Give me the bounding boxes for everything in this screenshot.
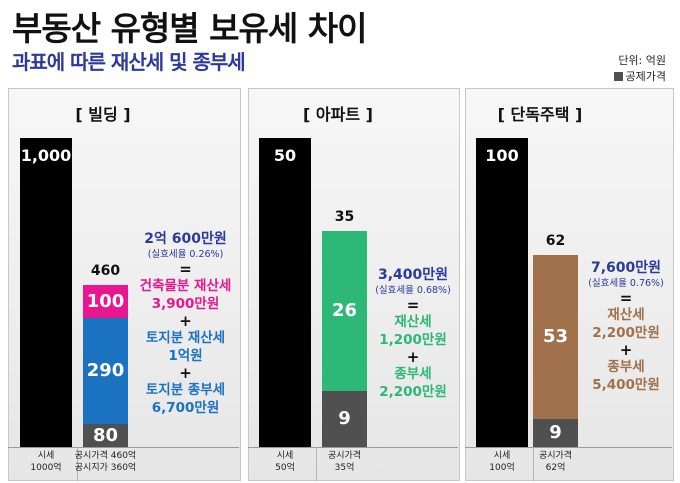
tax-annotation: 7,600만원 (실효세율 0.76%) = 재산세 2,200만원 + 종부세 5,400만…	[578, 259, 674, 394]
annotation-operator: =	[406, 296, 420, 314]
annotation-line: 5,400만원	[592, 377, 660, 393]
annotation-total: 3,400만원	[377, 267, 449, 283]
bar-market-value	[20, 138, 72, 447]
stack-segment: 26	[322, 230, 367, 392]
annotation-line: 건축물분 재산세	[139, 278, 232, 294]
annotation-line: 2,200만원	[379, 384, 447, 400]
x-tick-label: 시세 1000억	[16, 450, 76, 474]
segment-value-label: 53	[542, 326, 569, 348]
x-tick-label-line: 시세	[493, 451, 511, 461]
stack-segment: 9	[322, 391, 367, 447]
bar-market-value	[259, 138, 311, 447]
x-axis-line	[8, 447, 239, 448]
annotation-line: 재산세	[394, 314, 432, 330]
annotation-total: 2억 600만원	[144, 231, 227, 247]
bar-market-value	[476, 138, 528, 447]
chart-subtitle: 과표에 따른 재산세 및 종부세	[12, 50, 246, 74]
stack-segment: 100	[83, 285, 128, 318]
panel-title: [ 단독주택 ]	[497, 105, 583, 124]
bar-value-label: 1,000	[20, 146, 72, 165]
annotation-operator: +	[179, 312, 192, 330]
segment-value-label: 9	[549, 422, 562, 444]
x-tick-label-line: 50억	[275, 463, 295, 473]
unit-label: 단위: 억원	[618, 54, 666, 67]
annotation-operator: +	[179, 364, 192, 382]
annotation-rate: (실효세율 0.26%)	[147, 249, 224, 260]
annotation-operator: =	[179, 260, 192, 278]
annotation-line: 3,900만원	[151, 296, 220, 312]
segment-value-label: 80	[92, 424, 119, 446]
stack-total-label: 62	[545, 233, 566, 250]
tax-annotation: 2억 600만원 (실효세율 0.26%) = 건축물분 재산세 3,900만원 + 토지분…	[133, 230, 238, 417]
x-axis-tick	[316, 447, 317, 481]
x-tick-label-line: 35억	[334, 463, 355, 473]
x-tick-label-line: 시세	[37, 451, 55, 461]
annotation-line: 토지분 재산세	[145, 330, 226, 346]
panel-title: [ 빌딩 ]	[75, 105, 131, 124]
segment-value-label: 290	[86, 360, 125, 381]
legend-swatch	[613, 72, 623, 81]
x-tick-label-line: 공시지가 360억	[74, 463, 137, 473]
x-tick-label: 공시가격 62억	[511, 450, 601, 474]
chart-title: 부동산 유형별 보유세 차이	[12, 9, 367, 48]
annotation-line: 2,200만원	[592, 325, 660, 341]
stack-total-label: 35	[334, 208, 355, 225]
stack-segment: 53	[533, 255, 578, 420]
annotation-line: 재산세	[607, 307, 645, 323]
annotation-operator: =	[619, 289, 633, 307]
segment-value-label: 26	[331, 300, 358, 322]
panel-title: [ 아파트 ]	[303, 105, 373, 124]
annotation-line: 1,200만원	[379, 332, 447, 348]
stack-total-label: 460	[90, 263, 121, 279]
segment-value-label: 9	[338, 408, 351, 430]
legend-label: 공제가격	[625, 70, 666, 83]
annotation-line: 6,700만원	[151, 400, 220, 416]
x-tick-label-line: 62억	[545, 463, 566, 473]
x-tick-label: 시세 100억	[472, 450, 532, 474]
annotation-line: 1억원	[168, 348, 203, 364]
tax-annotation: 3,400만원 (실효세율 0.68%) = 재산세 1,200만원 + 종부세 2,200만…	[368, 266, 458, 401]
x-tick-label: 공시가격 35억	[300, 450, 390, 474]
x-tick-label-line: 1000억	[30, 463, 62, 473]
annotation-line: 종부세	[607, 359, 645, 375]
x-axis-line	[248, 447, 458, 448]
x-axis-tick	[77, 447, 78, 481]
x-tick-label-line: 공시가격	[327, 451, 362, 461]
x-tick-label-line: 100억	[489, 463, 515, 473]
stack-segment: 9	[533, 419, 578, 447]
annotation-line: 종부세	[394, 366, 432, 382]
annotation-line: 토지분 종부세	[145, 382, 226, 398]
x-axis-line	[465, 447, 672, 448]
stack-segment: 290	[83, 318, 128, 424]
bar-value-label: 100	[485, 146, 519, 165]
x-tick-label-line: 시세	[276, 451, 294, 461]
annotation-total: 7,600만원	[590, 260, 662, 276]
annotation-rate: (실효세율 0.76%)	[588, 278, 664, 289]
x-tick-label: 시세 50억	[255, 450, 315, 474]
x-tick-label-line: 공시가격 460억	[74, 451, 137, 461]
legend: 공제가격	[613, 68, 666, 84]
bar-value-label: 50	[273, 146, 297, 165]
stack-segment: 80	[83, 424, 128, 447]
annotation-rate: (실효세율 0.68%)	[375, 285, 451, 296]
x-tick-label-line: 공시가격	[538, 451, 573, 461]
x-axis-tick	[533, 447, 534, 481]
annotation-operator: +	[619, 341, 633, 359]
segment-value-label: 100	[86, 290, 125, 312]
annotation-operator: +	[406, 348, 420, 366]
